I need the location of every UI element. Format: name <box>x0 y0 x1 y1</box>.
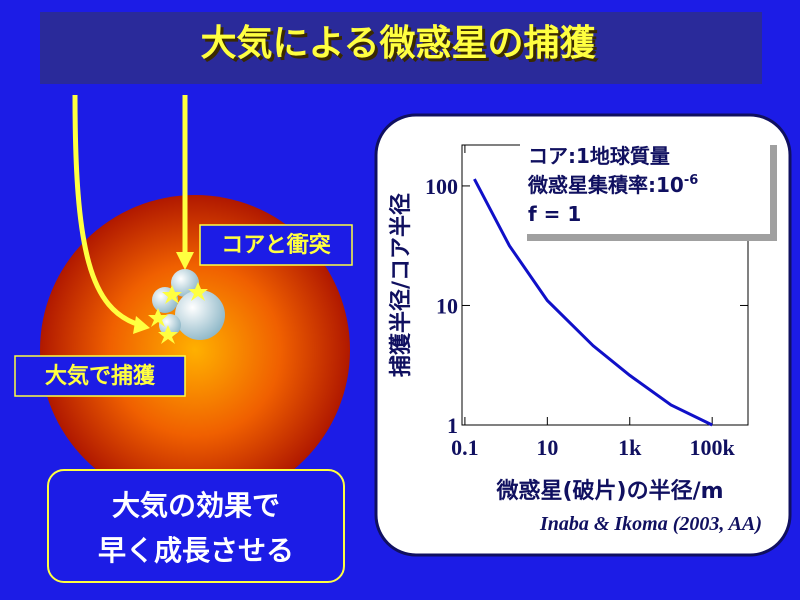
annotation-box <box>520 138 770 234</box>
summary-line: 早く成長させる <box>98 534 294 567</box>
y-axis-label: 捕獲半径/コア半径 <box>388 193 414 377</box>
data-line <box>473 178 713 427</box>
title-shadow: 大気による微惑星の捕獲 <box>204 26 600 67</box>
annotation-text: f = 1 <box>528 202 581 226</box>
summary-line: 大気の効果で <box>112 489 280 522</box>
annotation: コア:1地球質量 <box>528 144 670 168</box>
chart: 0.1 10 1k 100k 1 10 100 微惑星(破片)の半径/m 捕獲半径/コア半径 In… <box>388 138 777 535</box>
x-tick-label: 1k <box>618 435 642 460</box>
core <box>175 290 225 340</box>
planet-atmosphere <box>40 195 350 505</box>
x-tick-label: 0.1 <box>451 435 479 460</box>
capture-label: 大気で捕獲 <box>45 363 156 389</box>
collision-arrowhead <box>176 252 194 270</box>
x-tick-label: 100k <box>690 435 736 460</box>
title: 大気による微惑星の捕獲 <box>201 23 597 64</box>
y-tick-label: 100 <box>425 174 458 199</box>
capture-arrowhead <box>133 316 150 334</box>
impact-flashes <box>148 282 208 344</box>
x-tick-label: 10 <box>536 435 558 460</box>
annotation: f = 1 <box>528 202 581 226</box>
y-tick-label: 10 <box>436 293 458 318</box>
y-tick-label: 1 <box>447 413 458 438</box>
capture-box <box>14 355 186 397</box>
citation: Inaba & Ikoma (2003, AA) <box>539 513 762 535</box>
collision-box <box>199 224 353 266</box>
capture-arrow <box>72 94 141 328</box>
summary-box <box>47 469 345 583</box>
annotation: 微惑星集積率:10-6 <box>527 173 698 197</box>
annotation-sup: -6 <box>684 173 698 188</box>
annotation-text: 微惑星集積率:10 <box>527 173 684 197</box>
x-axis-label: 微惑星(破片)の半径/m <box>495 478 723 504</box>
core-part <box>159 314 181 336</box>
annotation-text: コア:1地球質量 <box>528 144 670 168</box>
title-banner <box>40 12 762 84</box>
collision-label: コアと衝突 <box>221 232 331 258</box>
